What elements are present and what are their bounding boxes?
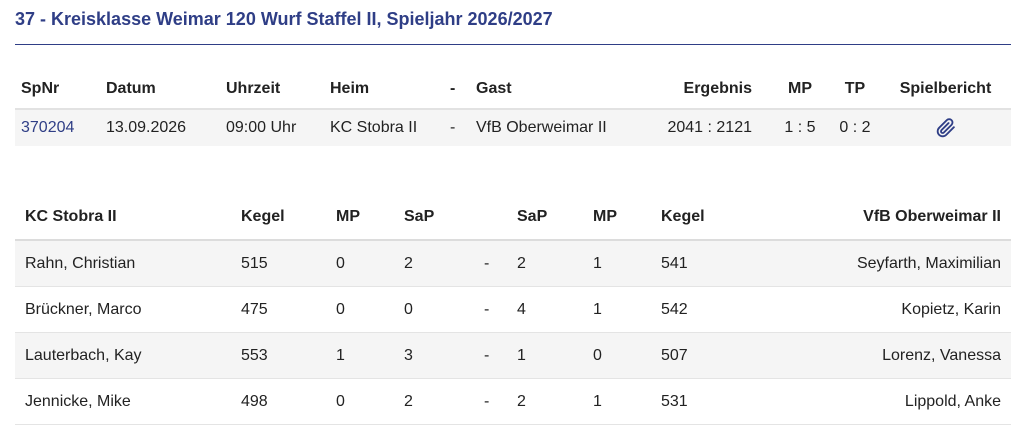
sap-away: 2: [507, 240, 583, 287]
col-sap-home: SaP: [394, 195, 474, 241]
col-mp: MP: [770, 70, 830, 110]
mp-away: 1: [583, 286, 651, 333]
table-row: Jennicke, Mike 498 0 2 - 2 1 531 Lippold…: [15, 378, 1011, 425]
match-header-row: SpNr Datum Uhrzeit Heim - Gast Ergebnis …: [15, 70, 1011, 110]
mp-away: 0: [583, 332, 651, 379]
match-row: 370204 13.09.2026 09:00 Uhr KC Stobra II…: [15, 109, 1011, 146]
mp-home: 0: [326, 378, 394, 425]
kegel-away: 541: [651, 240, 771, 287]
home-player: Lauterbach, Kay: [15, 332, 231, 379]
col-uhrzeit: Uhrzeit: [220, 70, 324, 110]
spielbericht-cell: [880, 109, 1011, 146]
separator: -: [474, 286, 507, 333]
sap-home: 0: [394, 286, 474, 333]
sap-away: 2: [507, 378, 583, 425]
table-row: Rahn, Christian 515 0 2 - 2 1 541 Seyfar…: [15, 240, 1011, 287]
players-header-row: KC Stobra II Kegel MP SaP SaP MP Kegel V…: [15, 195, 1011, 241]
sap-away: 4: [507, 286, 583, 333]
mp-home: 0: [326, 286, 394, 333]
kegel-away: 542: [651, 286, 771, 333]
away-player: Lorenz, Vanessa: [771, 332, 1011, 379]
table-row: Brückner, Marco 475 0 0 - 4 1 542 Kopiet…: [15, 286, 1011, 333]
separator: -: [474, 332, 507, 379]
kegel-away: 507: [651, 332, 771, 379]
sap-home: 3: [394, 332, 474, 379]
separator: -: [474, 378, 507, 425]
spnr-cell: 370204: [15, 109, 100, 146]
tp-cell: 0 : 2: [830, 109, 880, 146]
spnr-link[interactable]: 370204: [21, 119, 75, 136]
col-datum: Datum: [100, 70, 220, 110]
col-kegel-home: Kegel: [231, 195, 326, 241]
away-player: Seyfarth, Maximilian: [771, 240, 1011, 287]
col-gast: Gast: [470, 70, 630, 110]
home-player: Jennicke, Mike: [15, 378, 231, 425]
uhrzeit-cell: 09:00 Uhr: [220, 109, 324, 146]
col-ergebnis: Ergebnis: [630, 70, 770, 110]
page-title: 37 - Kreisklasse Weimar 120 Wurf Staffel…: [15, 9, 553, 29]
col-sap-away: SaP: [507, 195, 583, 241]
col-spnr: SpNr: [15, 70, 100, 110]
sap-home: 2: [394, 240, 474, 287]
separator: -: [474, 240, 507, 287]
away-player: Kopietz, Karin: [771, 286, 1011, 333]
kegel-away: 531: [651, 378, 771, 425]
kegel-home: 498: [231, 378, 326, 425]
col-spielbericht: Spielbericht: [880, 70, 1011, 110]
kegel-home: 553: [231, 332, 326, 379]
dash-cell: -: [444, 109, 470, 146]
col-mp-home: MP: [326, 195, 394, 241]
mp-cell: 1 : 5: [770, 109, 830, 146]
mp-home: 0: [326, 240, 394, 287]
mp-home: 1: [326, 332, 394, 379]
col-mp-away: MP: [583, 195, 651, 241]
col-home-team: KC Stobra II: [15, 195, 231, 241]
mp-away: 1: [583, 378, 651, 425]
col-kegel-away: Kegel: [651, 195, 771, 241]
home-player: Rahn, Christian: [15, 240, 231, 287]
col-away-team: VfB Oberweimar II: [771, 195, 1011, 241]
heim-cell: KC Stobra II: [324, 109, 444, 146]
col-heim: Heim: [324, 70, 444, 110]
col-dash: -: [444, 70, 470, 110]
sap-away: 1: [507, 332, 583, 379]
players-table: KC Stobra II Kegel MP SaP SaP MP Kegel V…: [15, 195, 1011, 425]
match-table: SpNr Datum Uhrzeit Heim - Gast Ergebnis …: [15, 70, 1011, 146]
sap-home: 2: [394, 378, 474, 425]
kegel-home: 475: [231, 286, 326, 333]
datum-cell: 13.09.2026: [100, 109, 220, 146]
home-player: Brückner, Marco: [15, 286, 231, 333]
mp-away: 1: [583, 240, 651, 287]
kegel-home: 515: [231, 240, 326, 287]
table-row: Lauterbach, Kay 553 1 3 - 1 0 507 Lorenz…: [15, 332, 1011, 379]
col-sep: [474, 195, 507, 241]
title-divider: [15, 44, 1011, 45]
paperclip-icon[interactable]: [936, 118, 956, 138]
ergebnis-cell: 2041 : 2121: [630, 109, 770, 146]
gast-cell: VfB Oberweimar II: [470, 109, 630, 146]
col-tp: TP: [830, 70, 880, 110]
away-player: Lippold, Anke: [771, 378, 1011, 425]
